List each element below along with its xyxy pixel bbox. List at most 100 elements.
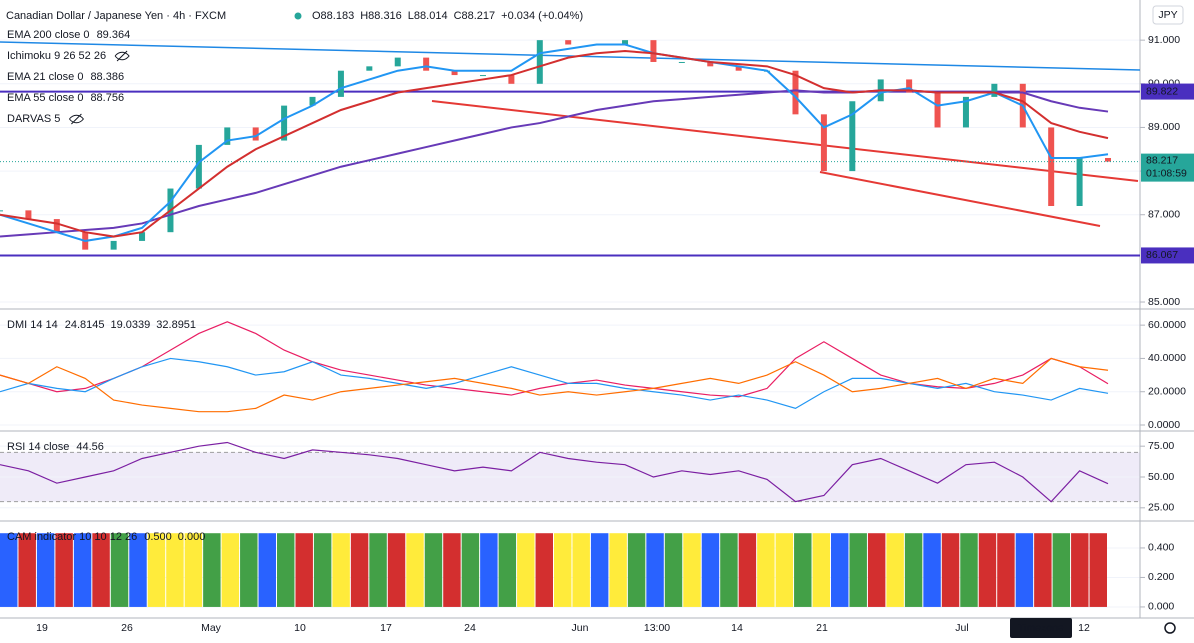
candle <box>849 101 856 172</box>
hidden-icon <box>114 50 130 62</box>
candle <box>820 114 827 172</box>
trend-line <box>431 100 1139 182</box>
x-tick-label: 24 <box>464 622 476 634</box>
cam-bar <box>720 533 738 607</box>
cam-bar <box>0 533 18 607</box>
candle <box>650 40 657 62</box>
x-tick-label: 14 <box>731 622 743 634</box>
cam-bar <box>904 533 923 607</box>
cam-bar <box>812 533 830 607</box>
candle <box>934 92 941 128</box>
level-label: 86.067 <box>1146 249 1178 261</box>
settings-icon[interactable] <box>1164 622 1176 634</box>
candle <box>735 66 742 71</box>
cam-bar <box>295 533 313 607</box>
cam-bar <box>609 533 627 607</box>
candle <box>906 79 913 93</box>
legend-value: 0.500 <box>144 531 172 543</box>
x-tick-label: 10 <box>294 622 306 634</box>
cam-bar <box>36 533 55 607</box>
cam-bar <box>18 533 36 607</box>
ohlc-value: +0.034 (+0.04%) <box>501 10 583 22</box>
indicator-line <box>0 357 1109 413</box>
last-price-tag <box>1141 153 1194 182</box>
chart-title: Canadian Dollar / Japanese Yen · 4h · FX… <box>6 10 226 22</box>
cam-bar <box>664 533 683 607</box>
crosshair-label: Timezone <box>1018 622 1064 634</box>
legend-value: 19.0339 <box>111 319 151 331</box>
candle <box>224 127 231 145</box>
y-tick-label: 40.0000 <box>1148 352 1186 364</box>
candle <box>1076 157 1083 206</box>
cam-bar <box>221 533 240 607</box>
cam-bar <box>1071 533 1089 607</box>
candle <box>25 210 32 220</box>
candle <box>962 96 969 128</box>
x-tick-label: 26 <box>121 622 133 634</box>
cam-bar <box>350 533 369 607</box>
cam-bar <box>757 533 775 607</box>
pane-title: CAM indicator 10 10 12 26 <box>7 531 137 543</box>
legend-value: 44.56 <box>76 441 104 453</box>
y-tick-label: 0.400 <box>1148 542 1174 554</box>
y-tick-label: 87.000 <box>1148 209 1180 221</box>
cam-bar <box>941 533 960 607</box>
legend-value: 24.8145 <box>65 319 105 331</box>
candle <box>252 127 259 141</box>
cam-bar <box>332 533 350 607</box>
candle <box>309 96 316 106</box>
legend-name: Ichimoku 9 26 52 26 <box>7 50 106 62</box>
cam-bar <box>258 533 276 607</box>
cam-bar <box>517 533 535 607</box>
legend-value: 89.364 <box>97 29 131 41</box>
cam-bar <box>923 533 941 607</box>
x-tick-label: 12 <box>1078 622 1090 634</box>
legend-name: DARVAS 5 <box>7 113 60 125</box>
last-price-label: 88.217 <box>1146 154 1178 166</box>
candle <box>281 105 288 141</box>
currency-label: JPY <box>1158 9 1177 21</box>
candle <box>792 70 799 115</box>
cam-bar <box>554 533 572 607</box>
candle <box>423 57 430 71</box>
candle <box>195 144 202 189</box>
cam-bar <box>794 533 812 607</box>
candle <box>678 61 685 63</box>
candle <box>110 240 117 250</box>
y-tick-label: 60.0000 <box>1148 319 1186 331</box>
x-tick-label: May <box>201 622 222 634</box>
currency-button[interactable] <box>1152 5 1184 25</box>
cam-bar <box>1034 533 1052 607</box>
cam-bar <box>627 533 646 607</box>
trend-line <box>0 41 1141 71</box>
cam-bar <box>313 533 332 607</box>
level-tag <box>1141 247 1194 264</box>
cam-bar <box>572 533 590 607</box>
candle <box>0 210 3 212</box>
candle <box>1048 127 1055 206</box>
y-tick-label: 0.200 <box>1148 571 1174 583</box>
cam-bar <box>590 533 609 607</box>
crosshair-tag <box>1010 618 1072 638</box>
cam-bar <box>277 533 295 607</box>
ohlc-value: O88.183 <box>312 10 354 22</box>
cam-bar <box>129 533 147 607</box>
candle <box>479 75 486 77</box>
candle <box>337 70 344 97</box>
y-tick-label: 20.0000 <box>1148 386 1186 398</box>
candle <box>622 40 629 45</box>
cam-bar <box>387 533 406 607</box>
cam-bar <box>166 533 184 607</box>
cam-bar <box>424 533 443 607</box>
panes <box>0 39 1140 608</box>
legend-value: 88.386 <box>90 71 124 83</box>
indicator-line <box>0 321 1109 398</box>
indicator-line <box>0 441 1109 503</box>
y-tick-label: 0.0000 <box>1148 419 1180 431</box>
legend-name: EMA 55 close 0 <box>7 92 83 104</box>
candle <box>508 75 515 84</box>
cam-bar <box>886 533 904 607</box>
candle <box>565 40 572 45</box>
candle <box>707 61 714 67</box>
cam-bar <box>498 533 517 607</box>
